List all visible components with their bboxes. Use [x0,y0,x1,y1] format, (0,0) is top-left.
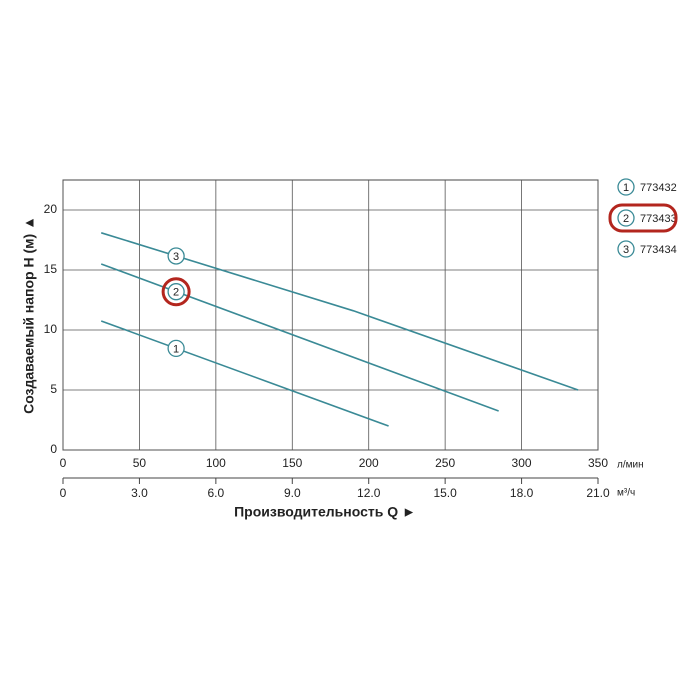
y-axis-label: Создаваемый напор H (м) ▲ [21,216,37,414]
legend-highlight [608,203,678,233]
legend-label: 773432 [640,182,677,194]
legend-label: 773433 [640,213,677,225]
x2-tick-label: 9.0 [284,486,301,500]
x2-tick-label: 6.0 [208,486,225,500]
curve-label: 2 [173,287,179,299]
curve-badge [167,283,185,301]
series-line [100,320,389,427]
plot-frame [62,179,599,451]
x2-tick-label: 18.0 [510,486,534,500]
x-tick-label: 150 [282,456,302,470]
y-tick-label: 0 [50,442,57,456]
x2-tick-label: 12.0 [357,486,381,500]
legend-number: 3 [623,244,629,256]
x-axis-label: Производительность Q ► [234,504,416,520]
x-tick-label: 50 [133,456,147,470]
x2-tick-label: 3.0 [131,486,148,500]
y-tick-label: 5 [50,382,57,396]
x-tick-label: 200 [359,456,379,470]
legend-number: 2 [623,213,629,225]
x-tick-label: 100 [206,456,226,470]
curve-label: 3 [173,251,179,263]
series-line [100,232,579,391]
x2-tick-label: 0 [60,486,67,500]
y-tick-label: 15 [44,262,58,276]
x-tick-label: 250 [435,456,455,470]
x-unit: л/мин [617,460,644,471]
x2-tick-label: 15.0 [433,486,457,500]
legend-label: 773434 [640,244,677,256]
curve-label: 1 [173,343,179,355]
x-tick-label: 0 [60,456,67,470]
series-line [100,263,499,412]
highlight-ring [161,277,191,307]
x2-tick-label: 21.0 [586,486,610,500]
legend-number: 1 [623,182,629,194]
x2-unit: м³/ч [617,488,635,499]
y-tick-label: 20 [44,202,58,216]
curve-badge [167,339,185,358]
legend-badge [617,240,635,258]
legend-badge [617,209,635,227]
x-tick-label: 300 [512,456,532,470]
curve-badge [167,247,185,265]
legend-badge [617,178,635,196]
y-tick-label: 10 [44,322,58,336]
x-tick-label: 350 [588,456,608,470]
